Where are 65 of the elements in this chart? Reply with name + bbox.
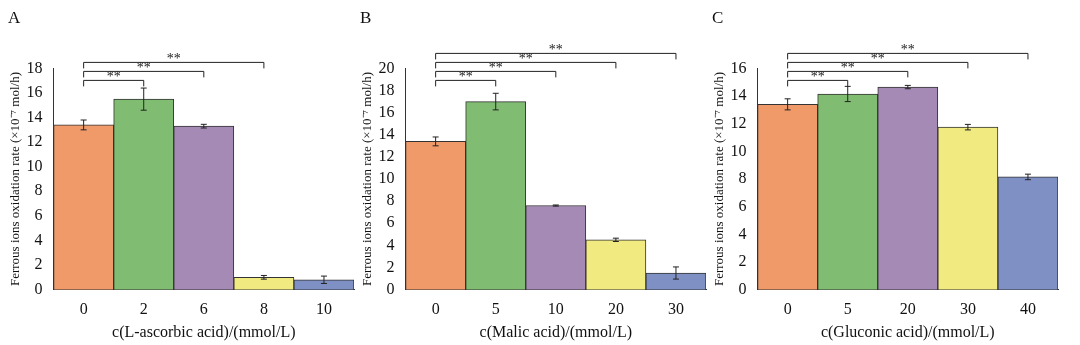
x-tick-label: 10	[547, 300, 564, 318]
y-tick-label: 4	[34, 230, 43, 248]
text: **	[900, 42, 915, 58]
x-tick-label: 5	[843, 300, 852, 318]
y-tick-label: 14	[730, 86, 747, 104]
x-axis-title: c(Gluconic acid)/(mmol/L)	[820, 322, 995, 341]
x-tick-label: 5	[491, 300, 500, 318]
y-tick-label: 4	[738, 224, 747, 242]
y-tick-label: 12	[730, 113, 747, 131]
x-tick-label: 8	[259, 300, 268, 318]
y-tick-label: 14	[26, 107, 43, 125]
chart-title: B	[360, 7, 372, 27]
y-tick-label: 16	[378, 102, 395, 120]
x-tick-label: 40	[1019, 300, 1036, 318]
y-tick-label: 0	[738, 279, 747, 297]
y-tick-label: 12	[26, 132, 43, 150]
x-tick-label: 30	[959, 300, 976, 318]
x-axis-title: c(Malic acid)/(mmol/L)	[479, 322, 632, 341]
y-axis-title: Ferrous ions oxidation rate (×10⁻⁷ mol/h)	[359, 71, 375, 287]
annotation: **	[458, 69, 473, 85]
y-tick-label: 0	[386, 279, 395, 297]
x-tick-label: 20	[899, 300, 916, 318]
text: **	[548, 42, 563, 58]
y-tick-label: 8	[34, 181, 43, 199]
y-tick-label: 10	[378, 169, 395, 187]
x-tick-label: 0	[431, 300, 440, 318]
x-tick-label: 20	[607, 300, 624, 318]
annotation: **	[136, 60, 151, 76]
chart-title: A	[8, 7, 21, 27]
x-tick-label: 0	[783, 300, 792, 318]
x-tick-label: 10	[315, 300, 332, 318]
y-tick-label: 18	[26, 58, 43, 76]
annotation: **	[488, 60, 503, 76]
x-tick-label: 30	[667, 300, 684, 318]
y-tick-label: 20	[378, 58, 395, 76]
y-tick-label: 6	[34, 206, 43, 224]
y-tick-label: 12	[378, 147, 395, 165]
text: **	[870, 51, 885, 67]
chart-title: C	[712, 7, 724, 27]
y-tick-label: 10	[730, 141, 747, 159]
annotation: **	[840, 60, 855, 76]
x-tick-label: 0	[79, 300, 88, 318]
y-tick-label: 0	[34, 279, 43, 297]
text: **	[166, 51, 181, 67]
y-axis-title: Ferrous ions oxidation rate (×10⁻⁷ mol/h)	[7, 71, 23, 287]
x-axis-title: c(L-ascorbic acid)/(mmol/L)	[112, 322, 296, 341]
y-axis-title: Ferrous ions oxidation rate (×10⁻⁷ mol/h)	[711, 71, 727, 287]
y-tick-label: 8	[738, 169, 747, 187]
y-tick-label: 6	[738, 196, 747, 214]
y-tick-label: 18	[378, 80, 395, 98]
y-tick-label: 2	[386, 257, 395, 275]
y-tick-label: 14	[378, 124, 395, 142]
x-tick-label: 6	[199, 300, 208, 318]
annotation: **	[106, 69, 121, 85]
y-tick-label: 2	[34, 255, 43, 273]
y-tick-label: 10	[26, 156, 43, 174]
y-tick-label: 16	[26, 83, 43, 101]
y-tick-label: 2	[738, 252, 747, 270]
y-tick-label: 16	[730, 58, 747, 76]
y-tick-label: 4	[386, 235, 395, 253]
text: **	[518, 51, 533, 67]
y-tick-label: 6	[386, 213, 395, 231]
annotation: **	[810, 69, 825, 85]
y-tick-label: 8	[386, 191, 395, 209]
x-tick-label: 2	[139, 300, 148, 318]
